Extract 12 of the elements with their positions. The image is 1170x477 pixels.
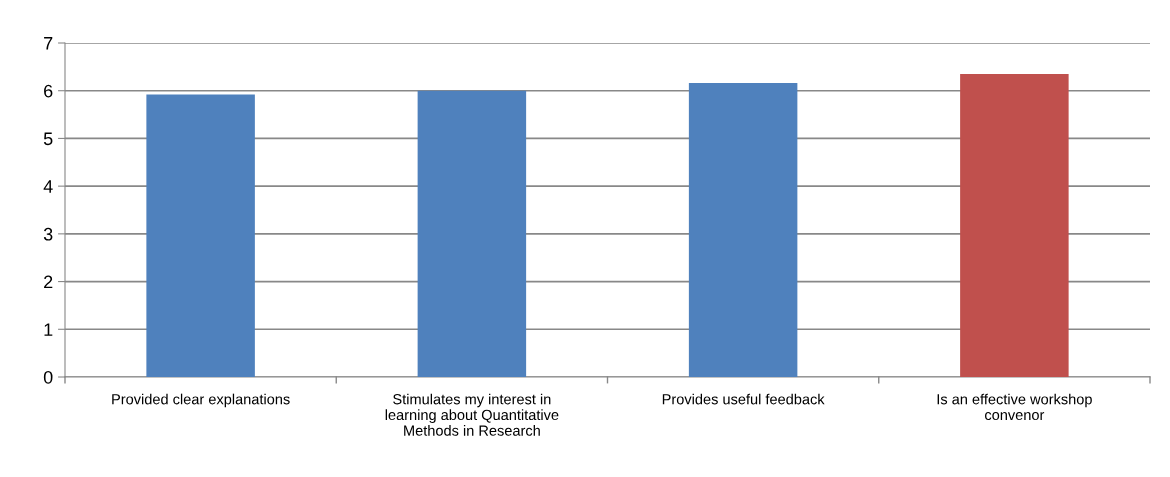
y-tick-label: 1 xyxy=(44,323,53,336)
y-tick-label: 5 xyxy=(43,132,53,146)
y-tick-label: 7 xyxy=(44,37,53,50)
x-tick-label: Provides useful feedback xyxy=(662,393,825,405)
y-tick-label: 2 xyxy=(44,275,53,289)
y-tick-label: 4 xyxy=(43,180,53,193)
y-tick-label: 0 xyxy=(43,370,53,384)
y-tick-label: 3 xyxy=(43,227,53,241)
y-tick-label: 6 xyxy=(44,84,53,98)
x-tick-label: Stimulates my interest in learning about Quantitative Methods in Research xyxy=(385,393,559,436)
x-tick-label: Provided clear explanations xyxy=(112,393,290,408)
x-tick-label: Is an effective workshop convenor xyxy=(937,393,1092,421)
